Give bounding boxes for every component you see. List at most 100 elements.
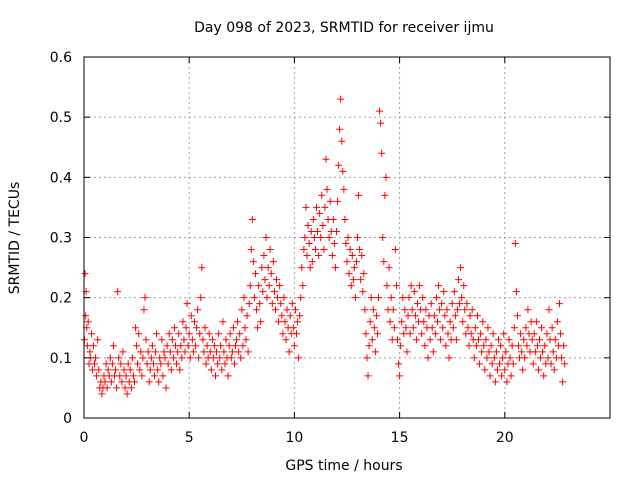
data-point	[288, 300, 296, 308]
data-point	[117, 360, 125, 368]
data-point	[471, 324, 479, 332]
data-point	[357, 276, 365, 284]
data-point	[95, 366, 103, 374]
data-point	[195, 354, 203, 362]
data-point	[464, 324, 472, 332]
data-point	[551, 336, 559, 344]
data-point	[270, 288, 278, 296]
data-point	[442, 342, 450, 350]
data-point	[354, 234, 362, 241]
data-point	[245, 300, 253, 308]
data-point	[339, 167, 347, 175]
data-point	[88, 366, 96, 374]
data-point	[275, 318, 283, 326]
data-point	[187, 312, 195, 320]
data-point	[251, 270, 259, 278]
data-point	[439, 324, 447, 332]
data-point	[155, 378, 163, 386]
data-point	[500, 330, 508, 338]
data-point	[529, 360, 537, 368]
data-point	[112, 366, 120, 374]
data-point	[146, 366, 154, 374]
data-point	[297, 294, 305, 302]
data-point	[364, 372, 372, 380]
data-point	[413, 300, 421, 308]
data-point	[107, 378, 115, 386]
data-point	[466, 312, 474, 320]
data-point	[194, 306, 202, 314]
data-point	[181, 348, 189, 356]
data-point	[345, 270, 353, 278]
data-point	[271, 306, 279, 314]
data-point	[344, 234, 352, 241]
data-point	[508, 342, 516, 350]
data-point	[409, 324, 417, 332]
data-point	[83, 342, 91, 350]
data-point	[334, 197, 342, 205]
data-point	[256, 300, 264, 308]
x-tick-label: 10	[285, 430, 303, 446]
data-point	[135, 330, 143, 338]
data-point	[221, 360, 229, 368]
data-point	[255, 282, 263, 290]
data-point	[220, 348, 228, 356]
data-point	[322, 155, 330, 163]
data-point	[308, 258, 316, 266]
data-point	[491, 378, 499, 386]
data-point	[465, 342, 473, 350]
data-point	[335, 161, 343, 169]
data-point	[361, 306, 369, 314]
data-point	[558, 354, 566, 362]
data-point	[160, 348, 168, 356]
data-point	[303, 252, 311, 260]
data-point	[530, 330, 538, 338]
data-point	[509, 360, 517, 368]
data-point	[183, 300, 191, 308]
data-point	[109, 342, 117, 350]
data-point	[488, 360, 496, 368]
data-point	[470, 354, 478, 362]
data-point	[120, 366, 128, 374]
data-point	[532, 318, 540, 326]
data-point	[407, 282, 415, 290]
data-point	[367, 294, 375, 302]
data-point	[533, 342, 541, 350]
data-point	[429, 348, 437, 356]
data-point	[266, 246, 274, 254]
data-point	[177, 342, 185, 350]
data-point	[379, 234, 387, 241]
data-point	[380, 258, 388, 266]
data-point	[505, 336, 513, 344]
data-point	[408, 306, 416, 314]
data-point	[461, 306, 469, 314]
data-point	[349, 276, 357, 284]
data-point	[230, 360, 238, 368]
data-point	[467, 330, 475, 338]
data-point	[150, 372, 158, 380]
data-point	[458, 294, 466, 302]
y-axis-label: SRMTID / TECUs	[7, 182, 23, 295]
data-point	[369, 306, 377, 314]
data-point	[406, 330, 414, 338]
data-point	[321, 203, 329, 211]
data-point	[157, 360, 165, 368]
data-point	[514, 342, 522, 350]
data-point	[553, 318, 561, 326]
data-point	[207, 366, 215, 374]
data-point	[523, 342, 531, 350]
data-point	[127, 384, 135, 392]
data-point	[534, 366, 542, 374]
data-point	[278, 312, 286, 320]
data-point	[383, 282, 391, 290]
data-point	[236, 330, 244, 338]
data-point	[122, 372, 130, 380]
data-point	[224, 372, 232, 380]
data-point	[123, 390, 131, 398]
data-point	[476, 360, 484, 368]
data-point	[487, 342, 495, 350]
data-point	[84, 318, 92, 326]
data-point	[285, 348, 293, 356]
data-point	[501, 366, 509, 374]
data-point	[375, 294, 383, 302]
